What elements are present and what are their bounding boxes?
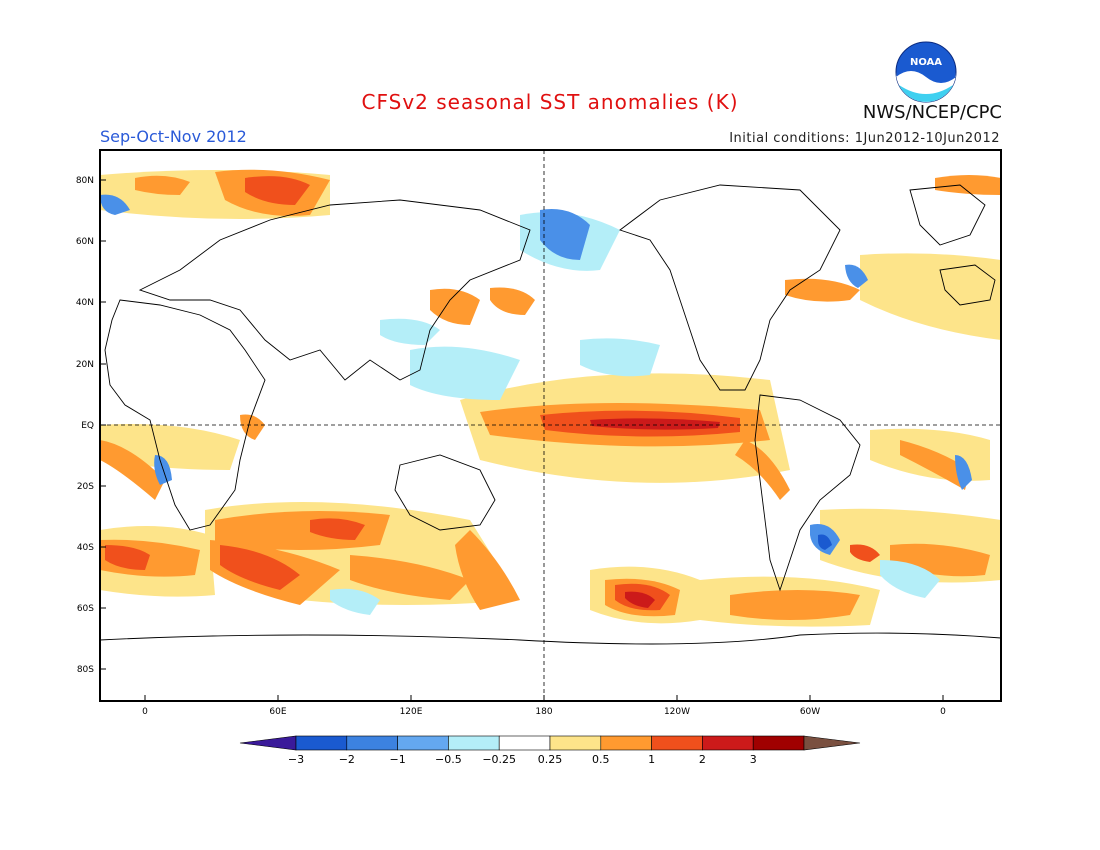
lon-label: 120E <box>400 707 423 717</box>
colorbar-label: −3 <box>288 753 304 766</box>
colorbar-segment <box>397 735 449 751</box>
lat-label: EQ <box>81 421 94 431</box>
anomaly-region <box>540 209 590 260</box>
lon-labels: 0 60E 120E 180 120W 60W 0 <box>142 707 946 717</box>
anomaly-region <box>410 346 520 400</box>
lat-label: 20N <box>76 360 94 370</box>
anomaly-region <box>935 175 1001 195</box>
lon-label: 60W <box>800 707 820 717</box>
coastline-eurasia <box>138 199 531 381</box>
colorbar-segment <box>702 735 754 751</box>
anomaly-region <box>100 194 130 215</box>
anomaly-region <box>625 591 655 608</box>
anomaly-region <box>220 545 300 590</box>
coastline-greenland <box>909 184 986 246</box>
lon-label: 60E <box>269 707 286 717</box>
coastline-africa <box>104 299 266 531</box>
coastline-europe-west <box>939 264 996 306</box>
colorbar-segment <box>600 735 652 751</box>
anomaly-region <box>380 318 440 345</box>
anomaly-region <box>955 455 972 490</box>
colorbar-segment <box>346 735 398 751</box>
coastline-south-america <box>754 394 861 592</box>
anomaly-region <box>245 176 310 205</box>
anomaly-region <box>240 414 265 440</box>
lat-labels: 80N 60N 40N 20N EQ 20S 40S 60S 80S <box>76 176 94 675</box>
colorbar-label: −2 <box>339 753 355 766</box>
lon-label: 0 <box>142 707 148 717</box>
anomaly-region <box>735 440 790 500</box>
anomaly-region <box>900 440 970 490</box>
lon-label: 120W <box>664 707 690 717</box>
colorbar-segment <box>549 735 602 751</box>
colorbar-label: 0.25 <box>538 753 563 766</box>
lat-label: 80S <box>77 665 94 675</box>
lon-label: 0 <box>940 707 946 717</box>
initial-conditions-label: Initial conditions: 1Jun2012-10Jun2012 <box>729 131 1000 146</box>
anomaly-region <box>880 560 940 598</box>
lat-label: 40S <box>77 543 94 553</box>
season-label: Sep-Oct-Nov 2012 <box>100 127 247 146</box>
colorbar-label: 1 <box>648 753 655 766</box>
anomaly-region <box>330 588 380 615</box>
anomaly-region <box>845 264 868 288</box>
anomaly-region <box>310 518 365 540</box>
organization-label: NWS/NCEP/CPC <box>862 102 1002 123</box>
anomaly-region <box>430 288 480 325</box>
anomaly-region <box>580 338 660 377</box>
anomaly-region <box>730 590 860 620</box>
logo-text: NOAA <box>910 57 942 68</box>
chart-title: CFSv2 seasonal SST anomalies (K) <box>361 90 739 114</box>
colorbar-label: 3 <box>750 753 757 766</box>
anomaly-region <box>590 418 720 430</box>
colorbar-label: −0.5 <box>435 753 462 766</box>
colorbar-label: 0.5 <box>592 753 610 766</box>
anomaly-region <box>105 545 150 570</box>
colorbar-segment <box>295 735 348 751</box>
colorbar-label: 2 <box>699 753 706 766</box>
colorbar-segment <box>752 735 805 751</box>
anomaly-region <box>100 440 165 500</box>
colorbar-label: −1 <box>389 753 405 766</box>
anomaly-region <box>785 278 860 302</box>
anomaly-region <box>860 253 1001 340</box>
coastline-antarctica <box>100 632 1001 645</box>
coastline-north-america <box>619 184 841 391</box>
colorbar-label: −0.25 <box>482 753 516 766</box>
noaa-logo: NOAA <box>895 41 957 103</box>
tick-marks <box>100 179 944 701</box>
colorbar-segment <box>498 735 551 751</box>
anomaly-region <box>350 555 470 600</box>
lat-label: 80N <box>76 176 94 186</box>
colorbar-segment <box>651 735 703 751</box>
colorbar: −3 −2 −1 −0.5 −0.25 0.25 0.5 1 2 3 <box>239 735 861 766</box>
lon-label: 180 <box>535 707 552 717</box>
lat-label: 20S <box>77 482 94 492</box>
anomaly-shading <box>100 169 1001 627</box>
coastlines <box>100 184 1001 645</box>
lat-label: 40N <box>76 298 94 308</box>
anomaly-region <box>135 175 190 195</box>
coastline-australia <box>394 454 496 531</box>
anomaly-region <box>850 544 880 562</box>
lat-label: 60N <box>76 237 94 247</box>
lat-label: 60S <box>77 604 94 614</box>
anomaly-region <box>455 530 520 610</box>
anomaly-region <box>818 534 832 550</box>
anomaly-region <box>490 287 535 315</box>
colorbar-low-arrow <box>239 735 297 751</box>
colorbar-segment <box>448 735 500 751</box>
colorbar-high-arrow <box>803 735 861 751</box>
